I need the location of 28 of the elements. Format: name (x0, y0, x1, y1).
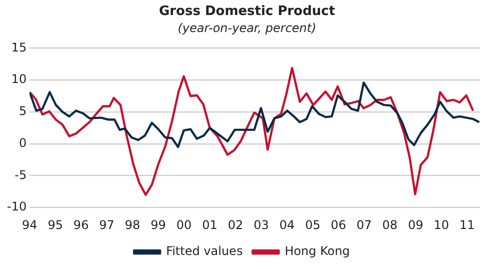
x-tick-label: 05 (305, 218, 320, 232)
y-tick-label: 15 (11, 40, 27, 54)
x-tick-label: 98 (124, 218, 140, 232)
y-tick-label: -5 (14, 168, 27, 182)
x-tick-label: 02 (228, 218, 244, 232)
x-tick-label: 09 (408, 218, 424, 232)
x-tick-label: 10 (434, 218, 450, 232)
legend-label: Hong Kong (284, 244, 350, 258)
chart-subtitle: (year-on-year, percent) (176, 21, 318, 35)
x-tick-label: 11 (459, 218, 475, 232)
x-tick-label: 06 (330, 218, 346, 232)
x-tick-label: 08 (382, 218, 398, 232)
legend-label: Fitted values (166, 244, 243, 258)
y-tick-label: 0 (18, 136, 27, 150)
y-tick-label: -10 (6, 200, 27, 214)
x-tick-label: 96 (73, 218, 89, 232)
x-tick-label: 99 (150, 218, 166, 232)
x-tick-label: 04 (279, 218, 295, 232)
x-tick-label: 00 (176, 218, 192, 232)
x-tick-label: 03 (254, 218, 269, 232)
x-tick-label: 97 (99, 218, 114, 232)
x-tick-label: 94 (22, 218, 38, 232)
x-tick-label: 95 (48, 218, 63, 232)
y-tick-label: 10 (11, 72, 27, 86)
x-tick-label: 07 (356, 218, 372, 232)
chart-title: Gross Domestic Product (158, 4, 336, 19)
y-tick-label: 5 (18, 104, 27, 118)
x-tick-label: 01 (202, 218, 218, 232)
